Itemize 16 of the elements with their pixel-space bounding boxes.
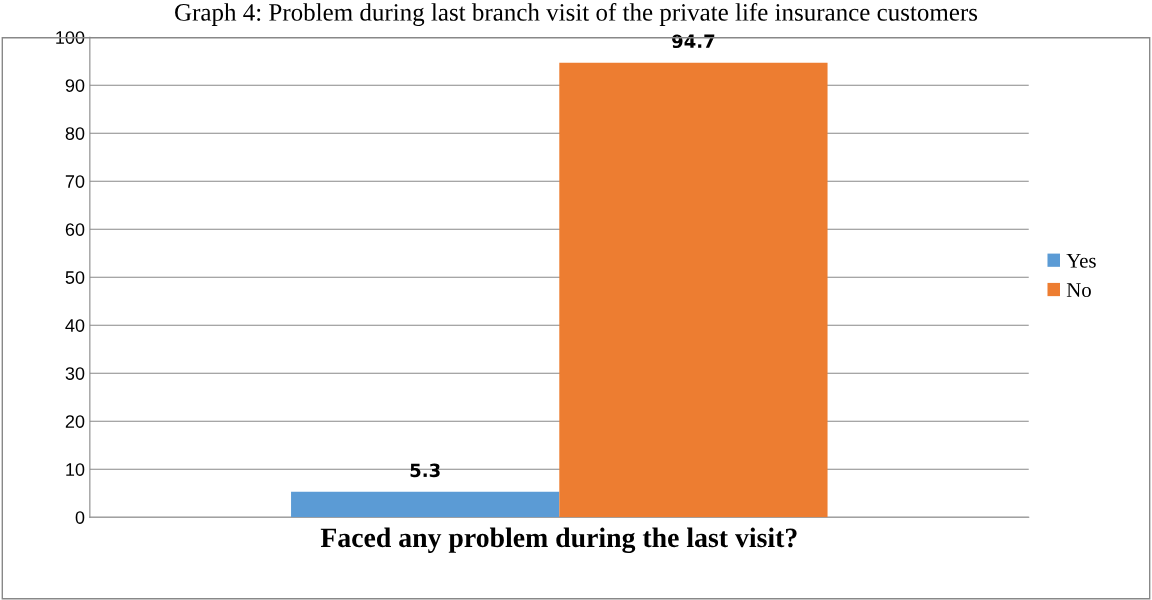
y-tick-label: 40: [65, 319, 85, 332]
y-tick-label: 0: [75, 511, 85, 524]
y-tick-label: 70: [65, 175, 85, 188]
y-tick-label: 80: [65, 127, 85, 140]
y-tick-label: 20: [65, 415, 85, 428]
y-tick-label: 90: [65, 79, 85, 92]
y-tick-label: 100: [56, 31, 85, 44]
legend-label: No: [1066, 283, 1091, 298]
y-tick-label: 10: [66, 463, 85, 476]
chart-title: Graph 4: Problem during last branch visit of the private life insurance customers: [175, 3, 978, 26]
x-axis-title: Faced any problem during the last visit?: [320, 527, 797, 554]
y-tick-label: 30: [65, 367, 85, 380]
y-tick-label: 60: [65, 223, 85, 236]
data-label: 5.3: [410, 463, 440, 478]
legend-label: Yes: [1066, 253, 1096, 268]
y-tick-label: 50: [65, 271, 85, 284]
